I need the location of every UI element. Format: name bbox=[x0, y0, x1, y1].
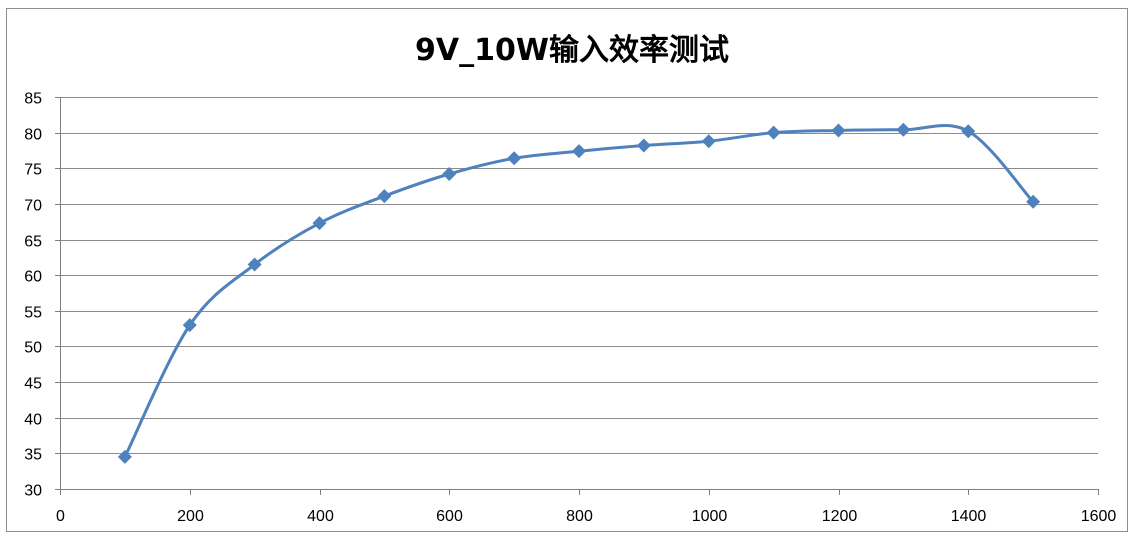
data-point-marker bbox=[766, 125, 781, 140]
series-line bbox=[123, 124, 1035, 459]
data-point-marker bbox=[377, 189, 392, 204]
x-tick-label: 1000 bbox=[692, 508, 728, 525]
chart-title: 9V_10W输入效率测试 bbox=[415, 33, 729, 68]
y-tick-label: 35 bbox=[24, 447, 42, 464]
x-tick-label: 200 bbox=[177, 508, 204, 525]
x-tick-label: 400 bbox=[307, 508, 334, 525]
chart-frame bbox=[6, 8, 1128, 532]
x-tick-label: 1400 bbox=[951, 508, 987, 525]
data-point-marker bbox=[896, 122, 911, 137]
data-point-marker bbox=[831, 123, 846, 138]
gridlines bbox=[60, 97, 1098, 454]
y-tick-label: 75 bbox=[24, 162, 42, 179]
y-tick-label: 30 bbox=[24, 483, 42, 500]
y-tick-label: 85 bbox=[24, 91, 42, 108]
y-tick-label: 80 bbox=[24, 127, 42, 144]
data-point-marker bbox=[312, 216, 327, 231]
y-tick-label: 55 bbox=[24, 305, 42, 322]
x-tick-label: 1200 bbox=[822, 508, 858, 525]
y-tick-label: 40 bbox=[24, 412, 42, 429]
data-point-marker bbox=[507, 151, 522, 166]
x-tick-labels: 0 200 400 600 800 1000 1200 1400 1600 bbox=[56, 508, 1116, 525]
data-point-marker bbox=[117, 449, 132, 464]
y-tick-labels: 30 35 40 45 50 55 60 65 70 75 80 85 bbox=[24, 91, 42, 500]
data-point-marker bbox=[1026, 194, 1041, 209]
y-tick-label: 50 bbox=[24, 340, 42, 357]
data-point-marker bbox=[182, 318, 197, 333]
y-tick-label: 65 bbox=[24, 234, 42, 251]
series bbox=[117, 122, 1041, 464]
y-tick-label: 60 bbox=[24, 269, 42, 286]
axes bbox=[55, 97, 1099, 495]
data-point-marker bbox=[572, 144, 586, 159]
x-tick-label: 600 bbox=[436, 508, 463, 525]
x-tick-label: 1600 bbox=[1081, 508, 1117, 525]
y-tick-label: 45 bbox=[24, 376, 42, 393]
y-tick-label: 70 bbox=[24, 198, 42, 215]
data-point-marker bbox=[701, 134, 716, 149]
data-point-marker bbox=[636, 138, 651, 153]
x-tick-label: 0 bbox=[56, 508, 65, 525]
data-point-marker bbox=[247, 257, 262, 272]
data-point-marker bbox=[961, 124, 976, 139]
x-tick-label: 800 bbox=[566, 508, 593, 525]
data-point-marker bbox=[442, 166, 457, 181]
